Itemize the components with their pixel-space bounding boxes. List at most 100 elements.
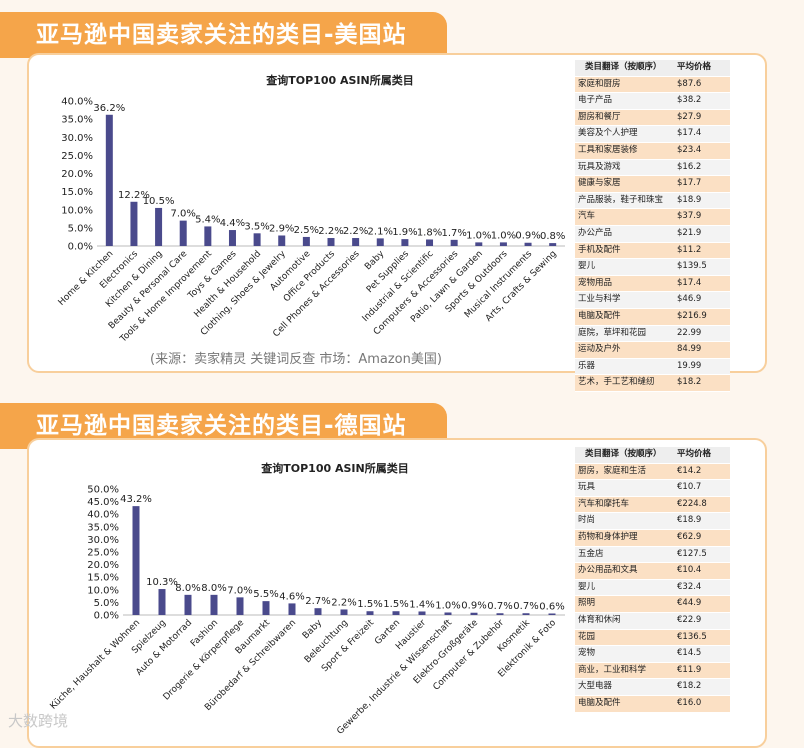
de-table-row: 大型电器 €18.2 bbox=[575, 679, 730, 696]
data-label: 1.9% bbox=[392, 227, 417, 238]
data-label: 0.6% bbox=[539, 601, 564, 612]
y-tick-label: 40.0% bbox=[61, 97, 93, 108]
de-price-cell: €14.5 bbox=[677, 648, 702, 659]
y-tick-label: 0.0% bbox=[94, 611, 119, 622]
y-tick-label: 45.0% bbox=[87, 497, 119, 508]
de-category-cell: 商业，工业和科学 bbox=[578, 664, 647, 675]
de-price-table: 类目翻译（按顺序） 平均价格 厨房，家庭和生活 €14.2 玩具 €10.7 汽车和摩托… bbox=[575, 447, 730, 713]
us-category-cell: 运动及户外 bbox=[578, 344, 621, 355]
de-category-cell: 照明 bbox=[578, 598, 596, 609]
y-tick-label: 5.0% bbox=[94, 598, 119, 609]
data-label: 1.5% bbox=[383, 599, 408, 610]
data-label: 1.4% bbox=[409, 599, 434, 610]
de-price-cell: €62.9 bbox=[677, 531, 702, 542]
us-category-cell: 玩具及游戏 bbox=[578, 161, 621, 172]
data-label: 10.3% bbox=[146, 577, 178, 588]
us-price-cell: $46.9 bbox=[677, 294, 702, 305]
de-table-row: 时尚 €18.9 bbox=[575, 513, 730, 530]
us-price-cell: 84.99 bbox=[677, 344, 702, 355]
de-price-cell: €127.5 bbox=[677, 548, 707, 559]
us-category-cell: 家庭和厨房 bbox=[578, 78, 621, 89]
us-category-cell: 健康与家居 bbox=[578, 178, 621, 189]
bar bbox=[366, 611, 374, 615]
data-label: 0.9% bbox=[515, 231, 540, 242]
de-price-cell: €32.4 bbox=[677, 581, 702, 592]
de-category-cell: 花园 bbox=[578, 631, 596, 642]
bar bbox=[401, 239, 409, 246]
us-price-cell: $37.9 bbox=[677, 211, 702, 222]
us-table-row: 电脑及配件 $216.9 bbox=[575, 308, 730, 326]
bar bbox=[105, 114, 113, 247]
us-price-cell: $17.7 bbox=[677, 178, 702, 189]
us-price-cell: $17.4 bbox=[677, 277, 702, 288]
us-category-cell: 厨房和餐厅 bbox=[578, 111, 621, 122]
bar bbox=[278, 235, 286, 246]
bar bbox=[496, 613, 504, 615]
bar bbox=[499, 242, 507, 246]
de-table-header: 类目翻译（按顺序） 平均价格 bbox=[575, 447, 730, 464]
us-category-cell: 电子产品 bbox=[578, 95, 613, 106]
data-label: 2.2% bbox=[318, 226, 343, 237]
y-tick-label: 10.0% bbox=[61, 205, 93, 216]
us-price-cell: $17.4 bbox=[677, 128, 702, 139]
bar bbox=[302, 236, 310, 246]
data-label: 36.2% bbox=[93, 103, 125, 114]
us-source-note: (来源：卖家精灵 关键词反查 市场：Amazon美国) bbox=[150, 352, 442, 367]
us-table-row: 美容及个人护理 $17.4 bbox=[575, 126, 730, 143]
de-price-cell: €16.0 bbox=[677, 697, 702, 708]
bar bbox=[228, 230, 236, 246]
us-table-row: 工业与科学 $46.9 bbox=[575, 292, 730, 309]
y-tick-label: 35.0% bbox=[87, 522, 119, 533]
bar bbox=[340, 609, 348, 615]
de-table-row: 办公用品和文具 €10.4 bbox=[575, 563, 730, 580]
us-category-cell: 办公产品 bbox=[578, 227, 613, 238]
data-label: 4.4% bbox=[220, 218, 245, 229]
y-tick-label: 20.0% bbox=[61, 169, 93, 180]
data-label: 8.0% bbox=[175, 583, 200, 594]
data-label: 4.6% bbox=[279, 591, 304, 602]
us-table-row: 电子产品 $38.2 bbox=[575, 93, 730, 110]
us-table-row: 玩具及游戏 $16.2 bbox=[575, 159, 730, 177]
de-category-cell: 大型电器 bbox=[578, 681, 613, 692]
de-category-cell: 宠物 bbox=[578, 648, 596, 659]
us-bar-chart: 0.0% 5.0% 10.0% 15.0% 20.0% 25.0% 30.0% 35.0% 40… bbox=[57, 97, 566, 346]
data-label: 0.7% bbox=[513, 601, 538, 612]
y-tick-label: 15.0% bbox=[87, 573, 119, 584]
bar bbox=[426, 239, 434, 246]
bar bbox=[392, 611, 400, 615]
y-tick-label: 5.0% bbox=[68, 223, 93, 234]
de-bar-chart: 0.0% 5.0% 10.0%15.0% 20.0%25.0% 30.0% 35.0%40… bbox=[49, 485, 565, 735]
de-category-cell: 婴儿 bbox=[578, 581, 596, 592]
de-table-row: 五金店 €127.5 bbox=[575, 546, 730, 564]
category-label: Baby bbox=[301, 618, 325, 642]
us-category-cell: 美容及个人护理 bbox=[578, 128, 638, 139]
y-tick-label: 25.0% bbox=[61, 151, 93, 162]
data-label: 2.9% bbox=[269, 223, 294, 234]
bar bbox=[327, 238, 335, 246]
de-table-row: 婴儿 €32.4 bbox=[575, 579, 730, 597]
y-tick-label: 0.0% bbox=[68, 242, 93, 253]
us-category-cell: 艺术，手工艺和缝纫 bbox=[578, 377, 655, 388]
us-price-cell: $16.2 bbox=[677, 161, 702, 172]
us-price-cell: $18.9 bbox=[677, 194, 702, 205]
data-label: 2.7% bbox=[305, 596, 330, 607]
bar bbox=[524, 242, 532, 246]
data-label: 2.2% bbox=[331, 597, 356, 608]
de-price-cell: €22.9 bbox=[677, 614, 702, 625]
bar bbox=[475, 242, 483, 246]
de-category-cell: 药物和身体护理 bbox=[578, 531, 638, 542]
us-table-header: 类目翻译（按顺序） 平均价格 bbox=[575, 60, 730, 77]
bar bbox=[158, 589, 166, 615]
us-price-cell: $11.2 bbox=[677, 244, 702, 255]
y-tick-label: 10.0% bbox=[87, 585, 119, 596]
de-table-row: 宠物 €14.5 bbox=[575, 646, 730, 663]
de-table-header-price: 平均价格 bbox=[677, 449, 712, 459]
bar bbox=[352, 238, 360, 246]
us-table-row: 汽车 $37.9 bbox=[575, 209, 730, 226]
data-label: 7.0% bbox=[227, 585, 252, 596]
bar bbox=[210, 594, 218, 615]
bar bbox=[179, 220, 187, 246]
de-category-cell: 时尚 bbox=[578, 515, 596, 526]
data-label: 12.2% bbox=[118, 190, 150, 201]
us-price-cell: 19.99 bbox=[677, 360, 702, 371]
